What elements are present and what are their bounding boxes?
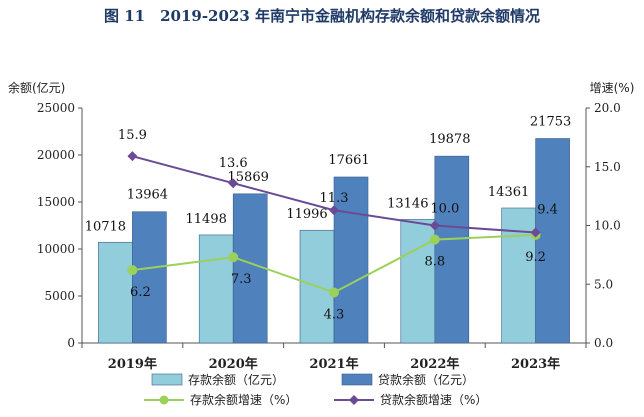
y-tick-label: 5000 xyxy=(44,289,75,303)
y2-tick-label: 10.0 xyxy=(594,219,621,233)
line-point xyxy=(127,151,138,162)
bar-data-label: 13146 xyxy=(387,196,428,211)
line-data-label: 11.3 xyxy=(320,191,349,206)
bar xyxy=(198,234,234,344)
bar xyxy=(501,207,536,344)
line-data-label: 9.4 xyxy=(537,203,558,218)
legend-marker xyxy=(349,395,359,405)
legend-swatch xyxy=(341,373,373,386)
y-tick-label: 15000 xyxy=(37,195,75,209)
y2-tick-label: 15.0 xyxy=(594,160,621,174)
line-point xyxy=(228,178,239,189)
legend-marker xyxy=(159,395,169,405)
left-axis-label: 余额(亿元) xyxy=(8,80,65,95)
line-point xyxy=(429,220,440,231)
bar xyxy=(400,219,436,344)
y2-tick-label: 0.0 xyxy=(594,336,613,350)
legend-label: 贷款余额增速（%） xyxy=(380,392,487,407)
bar-data-label: 14361 xyxy=(488,185,529,200)
y2-tick-label: 5.0 xyxy=(594,277,613,291)
bar-data-label: 10718 xyxy=(85,219,126,234)
line-data-label: 7.3 xyxy=(231,272,252,287)
bar-data-label: 17661 xyxy=(328,153,369,168)
line-point xyxy=(329,205,339,216)
x-tick-label: 2021年 xyxy=(309,356,358,372)
x-tick-label: 2020年 xyxy=(209,356,258,372)
line-data-label: 9.2 xyxy=(525,250,546,265)
y2-tick-label: 20.0 xyxy=(594,101,621,115)
bar xyxy=(333,176,369,344)
x-tick-label: 2023年 xyxy=(511,356,560,372)
line-point xyxy=(429,234,440,245)
legend-label: 存款余额（亿元） xyxy=(188,372,284,387)
legend: 存款余额（亿元） 贷款余额（亿元） 存款余额增速（%） 贷款余额增速（%） xyxy=(144,372,487,407)
legend-label: 贷款余额（亿元） xyxy=(378,372,474,387)
line-point xyxy=(530,227,541,238)
bar-data-label: 13964 xyxy=(127,188,168,203)
line-point xyxy=(127,265,138,276)
chart-title: 图 11 2019-2023 年南宁市金融机构存款余额和贷款余额情况 xyxy=(104,7,540,25)
y-tick-label: 20000 xyxy=(37,148,75,162)
bar-data-label: 11498 xyxy=(186,212,227,227)
y-tick-label: 25000 xyxy=(37,101,75,115)
bar-data-label: 15869 xyxy=(228,170,269,185)
line-data-label: 8.8 xyxy=(424,255,445,270)
y-tick-label: 0 xyxy=(67,336,75,350)
line-data-label: 6.2 xyxy=(130,285,151,300)
line-data-label: 10.0 xyxy=(430,202,459,217)
bar xyxy=(132,211,167,344)
bar xyxy=(232,193,268,344)
line-data-label: 4.3 xyxy=(324,307,345,322)
bar-data-label: 11996 xyxy=(286,207,327,222)
y-tick-label: 10000 xyxy=(37,242,75,256)
bar xyxy=(434,155,470,344)
x-tick-label: 2022年 xyxy=(410,356,459,372)
line-data-label: 13.6 xyxy=(219,156,248,171)
legend-swatch xyxy=(151,373,183,386)
right-axis-label: 增速(%) xyxy=(590,81,635,95)
line-data-label: 15.9 xyxy=(118,128,147,143)
plot-area: 0 5000 10000 15000 20000 25000 0.0 5.0 10.0 15.0 2… xyxy=(37,101,621,372)
x-tick-label: 2019年 xyxy=(108,356,157,372)
line-point xyxy=(329,287,339,298)
bar xyxy=(98,241,133,344)
line-point xyxy=(228,252,239,263)
bar-data-label: 19878 xyxy=(429,132,470,147)
bar xyxy=(535,138,570,344)
bar-data-label: 21753 xyxy=(530,115,571,130)
legend-label: 存款余额增速（%） xyxy=(190,392,297,407)
